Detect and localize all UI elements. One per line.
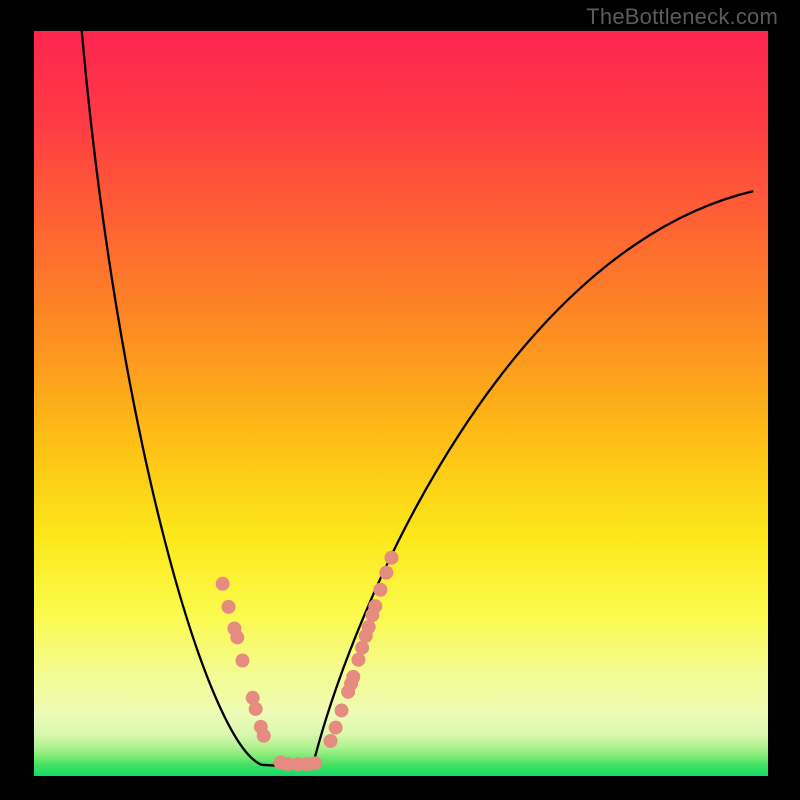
data-marker bbox=[230, 630, 244, 644]
data-marker bbox=[355, 641, 369, 655]
data-marker bbox=[222, 600, 236, 614]
data-marker bbox=[324, 734, 338, 748]
data-marker bbox=[346, 670, 360, 684]
data-marker bbox=[235, 654, 249, 668]
data-marker bbox=[257, 729, 271, 743]
data-marker bbox=[368, 599, 382, 613]
data-marker bbox=[384, 551, 398, 565]
data-marker bbox=[308, 756, 322, 770]
data-marker bbox=[249, 702, 263, 716]
data-marker bbox=[351, 653, 365, 667]
bottleneck-chart bbox=[34, 31, 768, 776]
data-marker bbox=[379, 566, 393, 580]
gradient-background bbox=[34, 31, 768, 776]
data-marker bbox=[216, 577, 230, 591]
watermark-text: TheBottleneck.com bbox=[586, 4, 778, 30]
data-marker bbox=[329, 721, 343, 735]
data-marker bbox=[373, 583, 387, 597]
data-marker bbox=[335, 703, 349, 717]
data-marker bbox=[362, 620, 376, 634]
